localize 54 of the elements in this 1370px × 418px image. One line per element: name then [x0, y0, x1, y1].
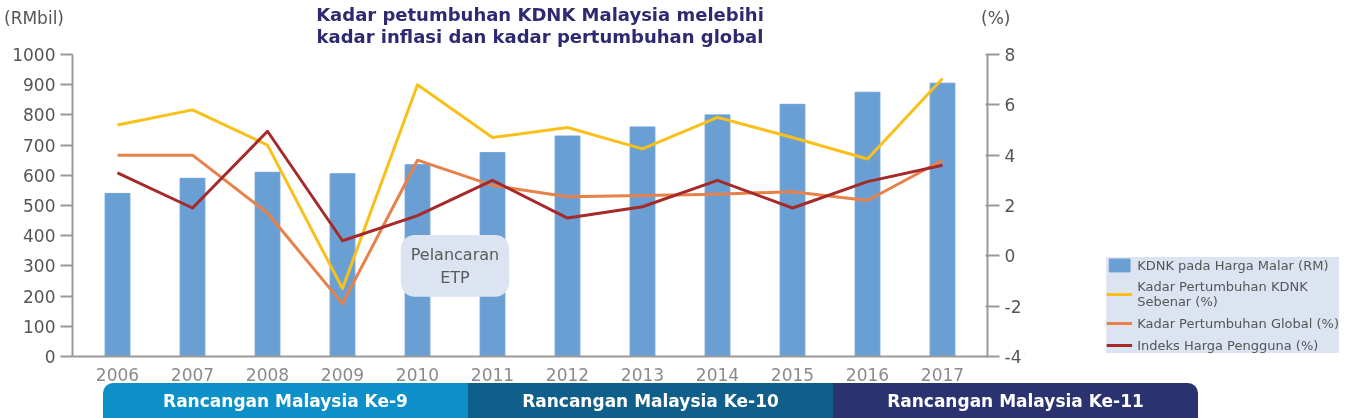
y2-tick-label: -2 — [1004, 296, 1022, 317]
x-tick-label: 2008 — [245, 364, 290, 385]
x-tick-label: 2011 — [470, 364, 515, 385]
y2-tick-label: 6 — [1004, 95, 1016, 116]
y-tick-label: 800 — [23, 105, 56, 126]
x-tick-label: 2012 — [545, 364, 590, 385]
bar — [329, 173, 356, 357]
bar — [104, 192, 131, 357]
x-tick-label: 2007 — [170, 364, 215, 385]
line-series — [116, 153, 944, 306]
y-axis-title: (RMbil) — [4, 7, 64, 30]
legend-label: Kadar Pertumbuhan KDNK Sebenar (%) — [1137, 279, 1308, 309]
x-tick-label: 2006 — [95, 364, 140, 385]
y-tick-label: 500 — [23, 196, 56, 216]
bar — [554, 135, 581, 357]
y-tick-label: 1000 — [12, 45, 56, 65]
bar — [704, 114, 731, 357]
bar — [254, 171, 281, 357]
annotation: Pelancaran ETP — [410, 245, 500, 287]
bar — [779, 103, 806, 357]
y-tick-label: 100 — [23, 316, 56, 337]
y-tick-label: 600 — [23, 165, 56, 186]
text: Rancangan Malaysia Ke-9 — [103, 383, 468, 418]
y2-tick-label: 2 — [1004, 196, 1016, 216]
y-tick-label: 900 — [23, 75, 56, 96]
y-tick-label: 300 — [23, 256, 56, 277]
text: Rancangan Malaysia Ke-10 — [468, 383, 833, 418]
legend-label: Indeks Harga Pengguna (%) — [1137, 337, 1319, 353]
y-tick-label: 400 — [23, 226, 56, 247]
bar — [929, 82, 956, 357]
line-series — [116, 129, 944, 243]
y-tick-label: 0 — [44, 347, 56, 367]
x-tick-label: 2016 — [845, 364, 890, 385]
y2-axis-title: (%) — [981, 7, 1011, 30]
y2-tick-label: 8 — [1004, 45, 1016, 65]
x-tick-label: 2009 — [320, 364, 365, 385]
bar — [179, 177, 206, 357]
x-tick-label: 2015 — [770, 364, 815, 385]
line-series — [116, 76, 944, 291]
y-tick-label: 200 — [23, 286, 56, 307]
y2-tick-label: 0 — [1004, 246, 1016, 267]
x-tick-label: 2013 — [620, 364, 665, 385]
text: Rancangan Malaysia Ke-11 — [833, 383, 1198, 418]
y2-tick-label: -4 — [1004, 347, 1022, 367]
legend-label: KDNK pada Harga Malar (RM) — [1137, 257, 1329, 273]
legend-label: Kadar Pertumbuhan Global (%) — [1137, 315, 1339, 331]
y2-tick-label: 4 — [1004, 145, 1016, 166]
x-tick-label: 2010 — [395, 364, 440, 385]
chart-title: Kadar petumbuhan KDNK Malaysia melebihi kadar inflasi dan kadar pertumbuhan global — [315, 4, 765, 48]
bar — [629, 126, 656, 357]
x-tick-label: 2017 — [920, 364, 965, 385]
bar — [854, 91, 881, 357]
y-tick-label: 700 — [23, 135, 56, 156]
x-tick-label: 2014 — [695, 364, 740, 385]
